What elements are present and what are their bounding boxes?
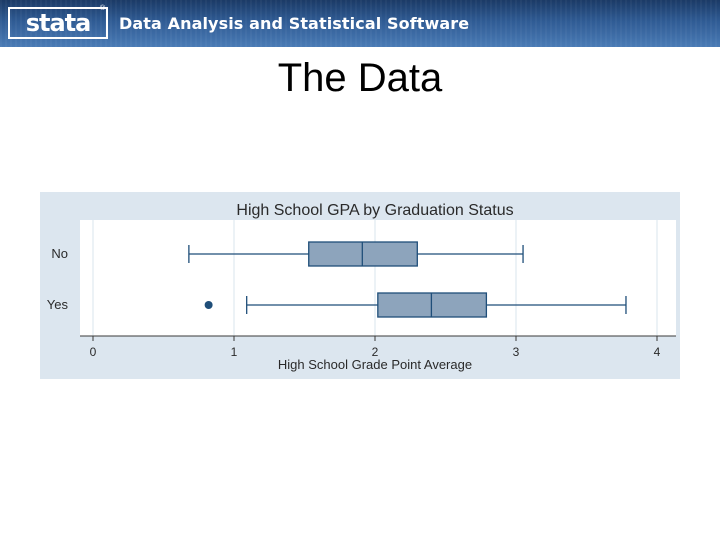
plot-area xyxy=(80,220,676,336)
header-banner: stata ® Data Analysis and Statistical So… xyxy=(0,0,720,47)
category-label-yes: Yes xyxy=(47,297,69,312)
chart-title: High School GPA by Graduation Status xyxy=(236,202,513,219)
chart-svg: 0 1 2 3 4 No Yes High School GPA by Graduatio… xyxy=(40,192,680,379)
header-tagline: Data Analysis and Statistical Software xyxy=(119,14,470,33)
box-yes xyxy=(204,292,627,318)
stata-logo: stata xyxy=(8,7,108,39)
iqr-box-yes xyxy=(377,292,488,318)
category-labels: No Yes xyxy=(47,246,69,312)
x-axis-label: High School Grade Point Average xyxy=(278,357,472,372)
outlier-yes-0 xyxy=(204,301,213,309)
registered-mark: ® xyxy=(100,5,106,12)
x-tick-label-0: 0 xyxy=(90,345,97,359)
category-label-no: No xyxy=(51,246,68,261)
iqr-box-no xyxy=(308,241,418,267)
x-tick-label-2: 2 xyxy=(372,345,379,359)
box-no xyxy=(188,241,524,267)
slide-title: The Data xyxy=(277,56,443,100)
banner-texture xyxy=(0,0,720,47)
logo-text: stata xyxy=(25,9,92,37)
gpa-boxplot-chart: 0 1 2 3 4 No Yes High School GPA by Graduatio… xyxy=(40,192,680,379)
grid-lines xyxy=(92,220,658,336)
x-axis-ticks: 0 1 2 3 4 xyxy=(90,336,661,359)
box-series xyxy=(188,241,627,318)
x-tick-label-3: 3 xyxy=(513,345,520,359)
x-tick-label-1: 1 xyxy=(231,345,238,359)
x-tick-label-4: 4 xyxy=(654,345,661,359)
